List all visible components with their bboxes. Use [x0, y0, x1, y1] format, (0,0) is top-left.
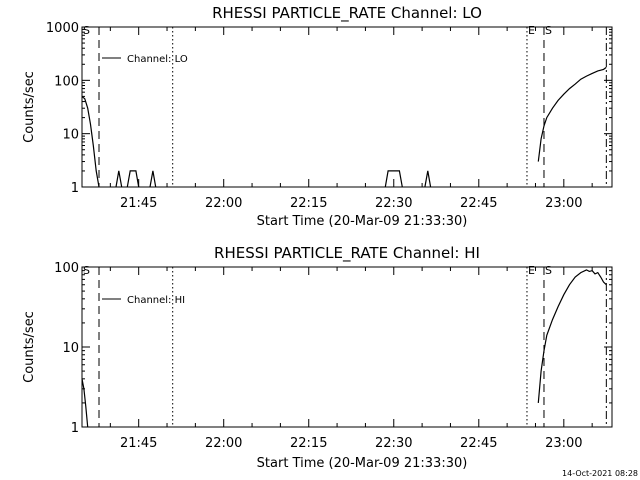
time-marker-label: E — [528, 24, 535, 37]
data-series-line — [126, 170, 140, 188]
y-axis-label: Counts/sec — [22, 311, 37, 383]
x-tick-label: 22:00 — [205, 436, 242, 451]
time-marker-label: E — [528, 264, 535, 277]
data-series-line — [81, 95, 100, 188]
x-tick-label: 21:45 — [120, 436, 157, 451]
data-series-line — [537, 269, 607, 403]
x-tick-label: 22:00 — [205, 196, 242, 211]
legend-label: Channel: LO — [127, 54, 188, 65]
footer-timestamp: 14-Oct-2021 08:28 — [562, 469, 638, 478]
time-marker-label: S — [545, 24, 552, 37]
x-tick-label: 21:45 — [120, 196, 157, 211]
x-tick-label: 22:30 — [375, 436, 412, 451]
legend-label: Channel: HI — [127, 295, 185, 306]
x-tick-label: 22:45 — [460, 196, 497, 211]
x-axis-label: Start Time (20-Mar-09 21:33:30) — [257, 456, 468, 471]
data-series-line — [149, 170, 157, 188]
y-tick-label: 100 — [54, 74, 79, 89]
chart-title: RHESSI PARTICLE_RATE Channel: LO — [212, 4, 482, 23]
x-axis-label: Start Time (20-Mar-09 21:33:30) — [257, 214, 468, 229]
y-tick-label: 1 — [71, 181, 79, 196]
x-tick-label: 22:45 — [460, 436, 497, 451]
lo-channel-chart: RHESSI PARTICLE_RATE Channel: LO 1 10 100 10… — [22, 4, 613, 229]
data-series-line — [115, 170, 123, 188]
y-tick-label: 10 — [62, 341, 79, 356]
chart-title: RHESSI PARTICLE_RATE Channel: HI — [214, 244, 480, 263]
x-tick-label: 23:00 — [545, 196, 582, 211]
data-series-line — [81, 378, 89, 428]
time-marker-label: S — [545, 264, 552, 277]
x-tick-label: 22:30 — [375, 196, 412, 211]
x-tick-label: 22:15 — [290, 436, 327, 451]
y-tick-label: 1 — [71, 421, 79, 436]
hi-channel-chart: RHESSI PARTICLE_RATE Channel: HI 1 10 100 21… — [22, 244, 613, 471]
time-marker-label: S — [83, 264, 90, 277]
plot-frame — [81, 26, 613, 188]
y-tick-label: 100 — [54, 261, 79, 276]
time-marker-label: S — [83, 24, 90, 37]
x-tick-label: 23:00 — [545, 436, 582, 451]
data-series-line — [537, 66, 607, 162]
data-series-line — [424, 170, 432, 188]
plot-frame — [81, 266, 613, 428]
data-series-line — [384, 170, 403, 188]
y-tick-label: 1000 — [46, 21, 79, 36]
x-tick-label: 22:15 — [290, 196, 327, 211]
y-tick-label: 10 — [62, 128, 79, 143]
y-axis-label: Counts/sec — [22, 71, 37, 143]
